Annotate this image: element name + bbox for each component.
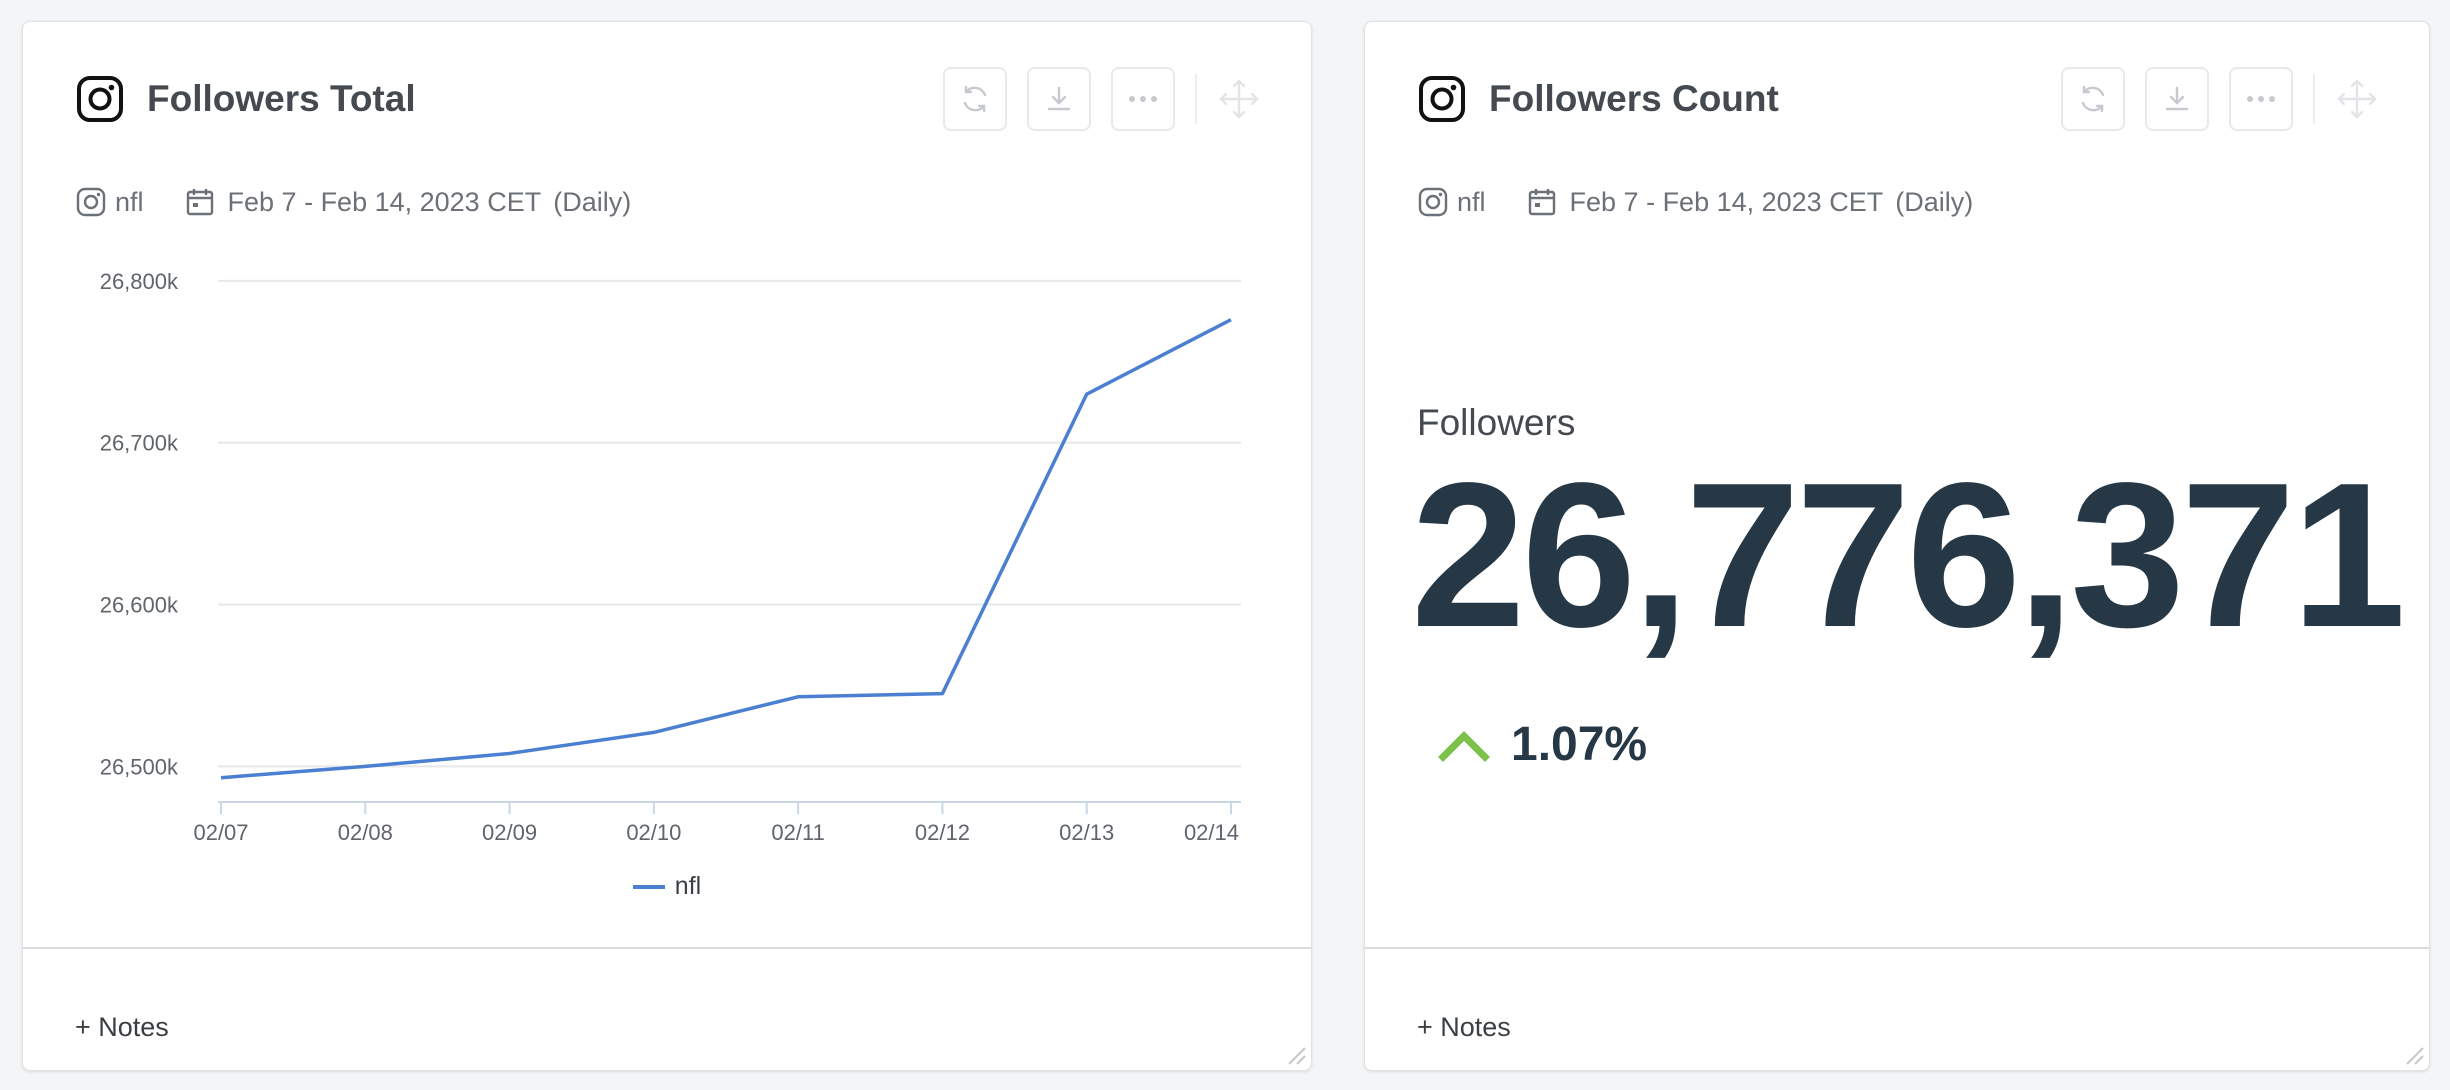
instagram-icon xyxy=(76,187,106,217)
ellipsis-icon xyxy=(2247,96,2275,102)
download-button[interactable] xyxy=(2145,67,2209,131)
footer-divider xyxy=(23,947,1311,949)
legend-swatch xyxy=(632,884,665,889)
card-header: Followers Total xyxy=(75,74,416,124)
followers-count-card: Followers Count xyxy=(1364,21,2430,1071)
card-meta: nfl Feb 7 - Feb 14, 2023 CET (Daily) xyxy=(1417,186,1973,218)
toolbar-separator xyxy=(1195,74,1197,124)
metric-change: 1.07% xyxy=(1437,717,1647,772)
calendar-icon xyxy=(1528,189,1555,216)
account-name: nfl xyxy=(115,186,144,217)
more-options-button[interactable] xyxy=(2229,67,2293,131)
toolbar-separator xyxy=(2313,74,2315,124)
card-toolbar xyxy=(2061,67,2381,131)
x-tick-label: 02/09 xyxy=(482,820,537,845)
x-tick-label: 02/07 xyxy=(193,820,248,845)
x-tick-label: 02/08 xyxy=(338,820,393,845)
date-range[interactable]: Feb 7 - Feb 14, 2023 CET xyxy=(1569,186,1884,217)
date-range[interactable]: Feb 7 - Feb 14, 2023 CET xyxy=(227,186,542,217)
x-tick-label: 02/12 xyxy=(915,820,970,845)
instagram-icon xyxy=(1419,76,1465,122)
instagram-icon xyxy=(1418,187,1448,217)
add-notes-button[interactable]: + Notes xyxy=(1417,1012,1511,1042)
chevron-up-icon xyxy=(1438,730,1490,762)
resize-handle-icon[interactable] xyxy=(1285,1044,1307,1066)
card-header: Followers Count xyxy=(1417,74,1779,124)
download-button[interactable] xyxy=(1027,67,1091,131)
x-tick-label: 02/13 xyxy=(1059,820,1114,845)
x-tick-label: 02/11 xyxy=(771,820,824,845)
card-title: Followers Count xyxy=(1489,78,1779,119)
instagram-icon xyxy=(77,76,123,122)
add-notes-button[interactable]: + Notes xyxy=(75,1012,169,1042)
y-tick-label: 26,700k xyxy=(100,431,179,456)
y-tick-label: 26,500k xyxy=(100,754,179,779)
download-icon xyxy=(2165,86,2189,111)
metric-value: 26,776,371 xyxy=(1411,440,2406,670)
chart-legend: nfl xyxy=(23,872,1311,901)
x-tick-label: 02/14 xyxy=(1184,820,1239,845)
change-percent: 1.07% xyxy=(1511,718,1648,771)
followers-total-card: Followers Total xyxy=(22,21,1312,1071)
card-toolbar xyxy=(943,67,1263,131)
y-tick-label: 26,800k xyxy=(100,269,179,294)
card-meta: nfl Feb 7 - Feb 14, 2023 CET (Daily) xyxy=(75,186,631,218)
x-tick-label: 02/10 xyxy=(626,820,681,845)
refresh-button[interactable] xyxy=(2061,67,2125,131)
ellipsis-icon xyxy=(1129,96,1157,102)
card-title: Followers Total xyxy=(147,78,416,119)
y-tick-label: 26,600k xyxy=(100,593,179,618)
move-icon xyxy=(1219,79,1259,119)
legend-label[interactable]: nfl xyxy=(674,872,702,900)
drag-handle[interactable] xyxy=(2333,75,2381,123)
series-line-nfl xyxy=(220,318,1232,780)
followers-line-chart: 26,500k 26,600k 26,700k 26,800k 02/07 02/08 02… xyxy=(100,269,1241,845)
account-name: nfl xyxy=(1457,186,1486,217)
calendar-icon xyxy=(186,189,213,216)
resize-handle-icon[interactable] xyxy=(2403,1044,2425,1066)
drag-handle[interactable] xyxy=(1215,75,1263,123)
footer-divider xyxy=(1365,947,2429,949)
granularity: (Daily) xyxy=(553,186,632,217)
refresh-button[interactable] xyxy=(943,67,1007,131)
download-icon xyxy=(1047,86,1071,111)
refresh-icon xyxy=(2081,85,2105,113)
metric-label: Followers xyxy=(1417,402,1576,443)
granularity: (Daily) xyxy=(1895,186,1974,217)
more-options-button[interactable] xyxy=(1111,67,1175,131)
refresh-icon xyxy=(963,85,987,113)
move-icon xyxy=(2337,79,2377,119)
